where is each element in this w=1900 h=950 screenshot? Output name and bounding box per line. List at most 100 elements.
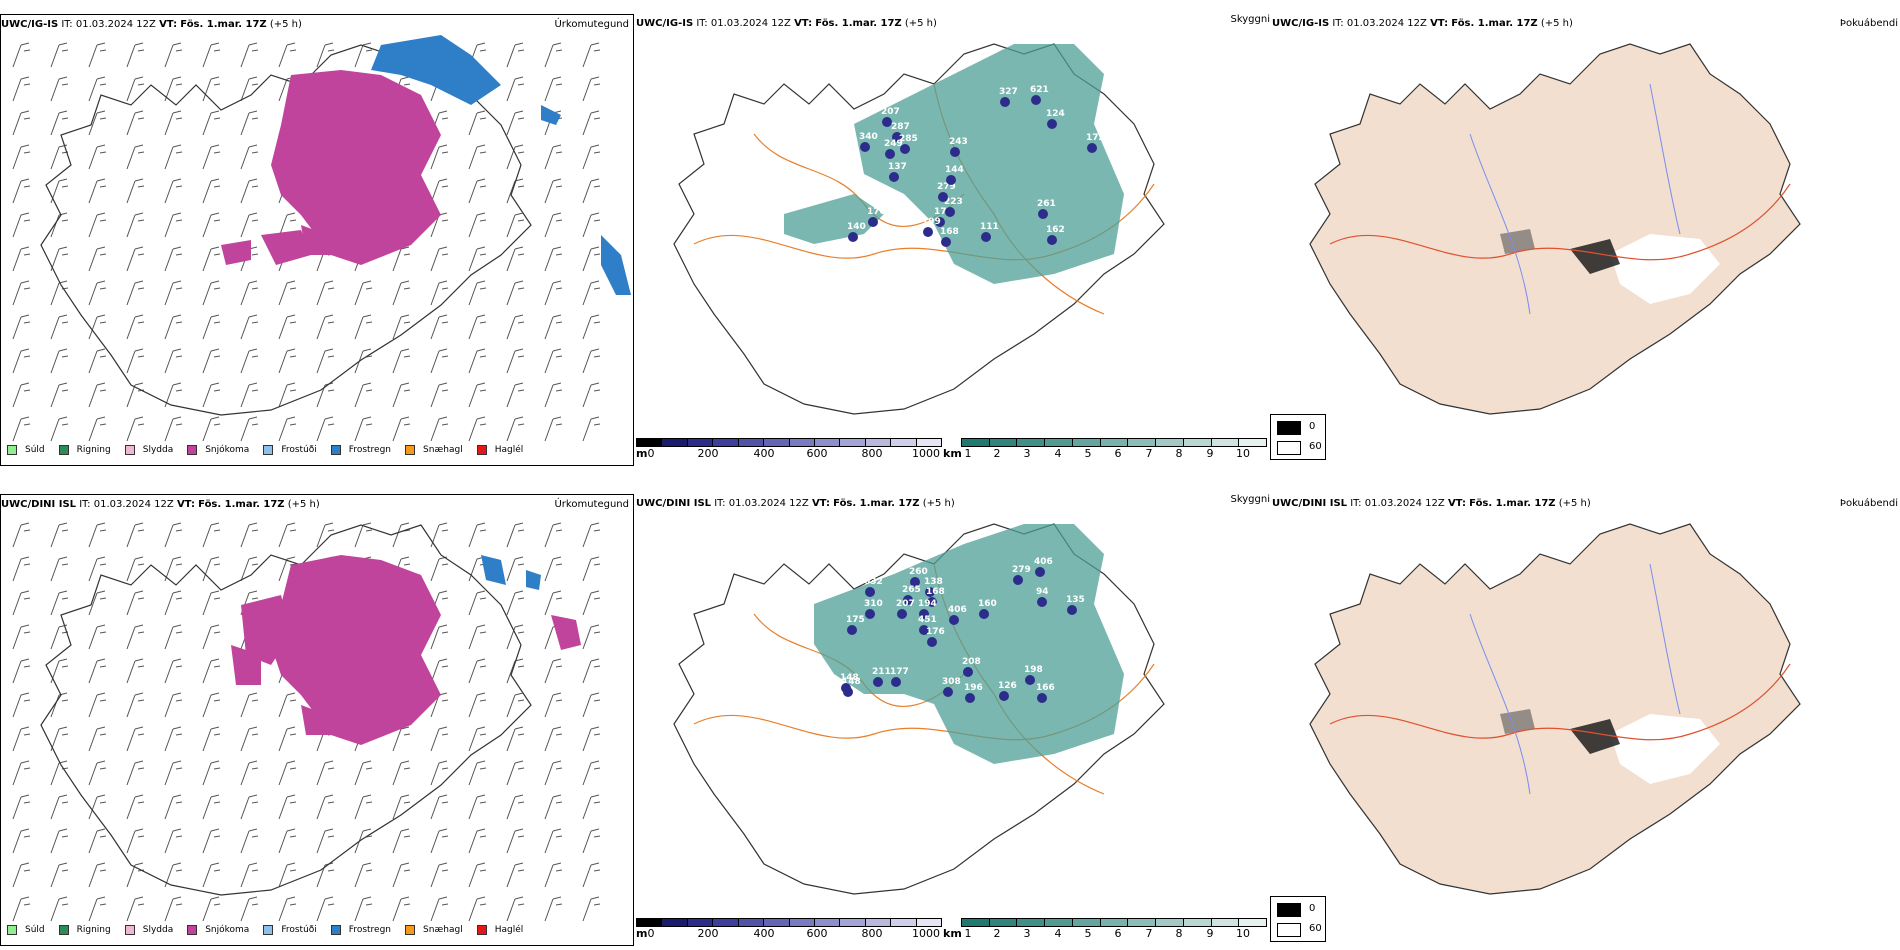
- visibility-value-label: 168: [940, 227, 959, 237]
- fog-map-graphic: [1309, 523, 1801, 895]
- fog-swatch-high: [1277, 923, 1301, 937]
- tick-label: 1000: [912, 447, 940, 460]
- cbar-step: [840, 919, 866, 926]
- tick-label: 200: [697, 927, 719, 940]
- legend-label: Slydda: [142, 445, 174, 455]
- peak-marker: [919, 609, 929, 619]
- peak-marker: [923, 227, 933, 237]
- peak-marker: [949, 615, 959, 625]
- visibility-unit: km: [943, 447, 962, 460]
- panel-title: UWC/IG-IS IT: 01.03.2024 12Z VT: Fös. 1.…: [636, 18, 937, 29]
- panel-name: Þokuábendi: [1839, 498, 1898, 509]
- tick-label: 400: [753, 447, 775, 460]
- legend-label: Snjókoma: [205, 445, 250, 455]
- visibility-value-label: 144: [945, 165, 964, 175]
- visibility-value-label: 243: [949, 137, 968, 147]
- cbar-step: [1156, 439, 1184, 446]
- tick-label: 400: [753, 927, 775, 940]
- vt-value: Fös. 1.mar. 17Z: [833, 498, 920, 509]
- tick-label: 1000: [912, 927, 940, 940]
- fog-areas: [1500, 709, 1720, 784]
- vt-label: VT:: [176, 499, 195, 510]
- visibility-value-label: 199: [922, 217, 941, 227]
- legend-label: Haglél: [494, 445, 524, 455]
- cbar-step: [1045, 439, 1073, 446]
- model-name: UWC/DINI ISL: [636, 498, 712, 509]
- visibility-value-label: 148: [840, 673, 859, 683]
- cbar-step: [713, 439, 739, 446]
- vt-label: VT:: [811, 498, 830, 509]
- cbar-step: [814, 439, 841, 446]
- peak-marker: [919, 625, 929, 635]
- vt-label: VT:: [159, 19, 178, 30]
- tick-label: 8: [1175, 447, 1183, 460]
- tick-label: 7: [1145, 927, 1153, 940]
- visibility-value-label: 140: [847, 222, 866, 232]
- panel-title: UWC/IG-IS IT: 01.03.2024 12Z VT: Fös. 1.…: [1272, 18, 1573, 29]
- panel-name: Skyggni: [1230, 494, 1270, 505]
- reduced-visibility-areas: [814, 524, 1124, 764]
- tick-label: 800: [861, 447, 883, 460]
- island-fill: [1309, 523, 1801, 895]
- model-name: UWC/IG-IS: [1, 19, 59, 30]
- visibility-value-label: 126: [998, 681, 1017, 691]
- tick-label: 4: [1054, 447, 1062, 460]
- peak-marker: [841, 683, 851, 693]
- peak-marker: [1067, 605, 1077, 615]
- legend-label: Snjókoma: [205, 925, 250, 935]
- visibility-value-label: 168: [926, 587, 945, 597]
- visibility-value-label: 261: [1037, 199, 1056, 209]
- elevation-unit: m: [636, 927, 648, 940]
- legend-item: Haglél: [476, 445, 524, 455]
- visibility-unit: km: [943, 927, 962, 940]
- visibility-value-label: 310: [864, 599, 883, 609]
- legend-swatch: [405, 925, 416, 935]
- precip-legend: Súld Rigning Slydda Snjókoma Frostúði Fr…: [7, 925, 537, 935]
- model-name: UWC/IG-IS: [1272, 18, 1330, 29]
- precip-map-graphic: [12, 522, 601, 922]
- visibility-value-label: 279: [1012, 565, 1031, 575]
- cbar-step: [687, 439, 714, 446]
- it-label: IT:: [79, 499, 91, 510]
- visibility-colorbar: [961, 438, 1267, 447]
- tick-label: 4: [1054, 927, 1062, 940]
- cbar-step: [1239, 919, 1267, 926]
- visibility-value-label: 340: [859, 132, 878, 142]
- legend-item: Rigning: [58, 445, 111, 455]
- legend-item: Frostregn: [330, 445, 391, 455]
- visibility-value-label: 137: [888, 162, 907, 172]
- legend-label: Frostregn: [348, 925, 392, 935]
- precip-type-map-row1: UWC/IG-IS IT: 01.03.2024 12Z VT: Fös. 1.…: [0, 14, 634, 466]
- elevation-colorbar: [636, 438, 942, 447]
- legend-item: Snæhagl: [405, 445, 463, 455]
- tick-label: 600: [806, 447, 828, 460]
- peak-marker: [946, 175, 956, 185]
- fog-areas: [1500, 229, 1720, 304]
- legend-label: Haglél: [494, 925, 524, 935]
- tick-label: 0: [647, 447, 655, 460]
- cbar-step: [687, 919, 714, 926]
- fog-legend-row1: 0 60: [1270, 414, 1326, 460]
- tick-label: 0: [647, 927, 655, 940]
- cbar-step: [1017, 439, 1046, 446]
- visibility-value-label: 327: [999, 87, 1018, 97]
- peak-marker: [885, 149, 895, 159]
- visibility-value-label: 166: [1036, 683, 1055, 693]
- it-value: 01.03.2024 12Z: [1364, 498, 1445, 509]
- fog-legend-row2: 0 60: [1270, 896, 1326, 942]
- panel-name: Úrkomutegund: [554, 19, 629, 30]
- visibility-value-label: 170: [867, 207, 886, 217]
- visibility-value-label: 207: [881, 107, 900, 117]
- vt-value: Fös. 1.mar. 17Z: [1469, 498, 1556, 509]
- legend-label: Slydda: [142, 925, 174, 935]
- visibility-map-row1: 207 287 340 249 285 137 243 327 621 124 172 170 140 1…: [634, 14, 1270, 466]
- visibility-value-label: 207: [896, 599, 915, 609]
- legend-label: Rigning: [76, 925, 111, 935]
- legend-label: Rigning: [76, 445, 111, 455]
- cbar-step: [1100, 439, 1129, 446]
- legend-item: Snjókoma: [187, 925, 249, 935]
- legend-label: Súld: [25, 445, 45, 455]
- panel-name: Úrkomutegund: [554, 499, 629, 510]
- visibility-value-label: 135: [1066, 595, 1085, 605]
